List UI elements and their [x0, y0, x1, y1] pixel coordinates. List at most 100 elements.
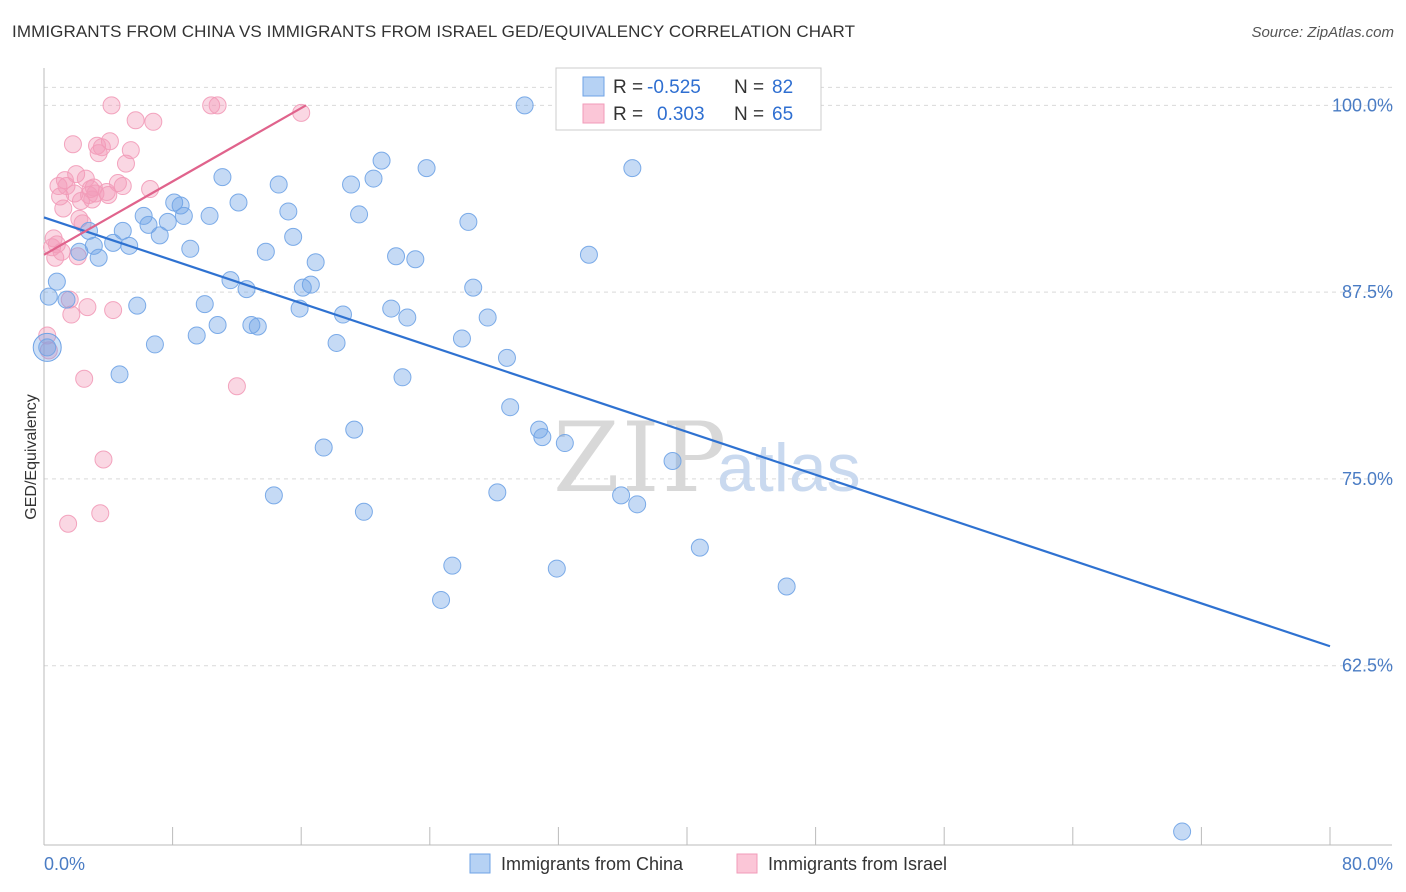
china-point-75 [628, 495, 647, 514]
chart-title: IMMIGRANTS FROM CHINA VS IMMIGRANTS FROM… [12, 22, 856, 41]
china-point-45 [345, 420, 364, 439]
china-point-24 [195, 295, 214, 314]
china-point-61 [478, 308, 497, 327]
israel-point-15 [63, 135, 82, 154]
legend-china-label: Immigrants from China [501, 854, 684, 874]
china-points [32, 96, 1192, 841]
israel-point-48 [202, 96, 221, 115]
china-point-32 [256, 242, 275, 261]
china-point-49 [372, 151, 391, 170]
israel-point-31 [89, 144, 108, 163]
china-n-value: 82 [772, 77, 793, 98]
china-point-74 [623, 159, 642, 178]
china-point-16 [150, 226, 169, 245]
china-point-14 [139, 215, 158, 234]
china-point-25 [208, 316, 227, 335]
china-point-12 [128, 296, 147, 315]
china-point-35 [279, 202, 298, 221]
china-point-69 [555, 434, 574, 453]
china-point-42 [327, 333, 346, 352]
china-point-21 [181, 239, 200, 258]
israel-point-37 [100, 132, 119, 151]
china-point-40 [306, 253, 325, 272]
watermark-zip: ZIP [553, 402, 728, 514]
stats-legend: R = -0.525 N = 82 R = 0.303 N = 65 [555, 67, 822, 131]
china-point-52 [393, 368, 412, 387]
y-tick-label-3: 100.0% [1332, 95, 1393, 115]
china-point-2 [47, 272, 66, 291]
china-trendline [43, 216, 1331, 648]
china-point-63 [497, 348, 516, 367]
china-point-48 [364, 169, 383, 188]
israel-point-47 [227, 377, 246, 396]
israel-n-label: N = [734, 104, 764, 125]
israel-point-43 [121, 141, 140, 160]
china-r-value: -0.525 [647, 77, 701, 98]
stats-legend-china-swatch [582, 76, 605, 97]
israel-points [38, 96, 311, 533]
china-point-23 [200, 206, 219, 225]
china-point-6 [84, 236, 103, 255]
china-point-29 [237, 280, 256, 299]
china-point-56 [432, 590, 451, 609]
israel-trendline [43, 104, 307, 256]
china-point-46 [350, 205, 369, 224]
gridlines [44, 86, 1392, 667]
y-tick-label-2: 87.5% [1342, 282, 1393, 302]
china-point-68 [547, 559, 566, 578]
china-point-0 [38, 338, 57, 357]
israel-point-14 [62, 305, 81, 324]
china-point-72 [579, 245, 598, 264]
china-point-41 [314, 438, 333, 457]
israel-point-1 [39, 341, 58, 360]
china-point-31 [248, 317, 267, 336]
china-point-3 [57, 290, 76, 309]
china-point-51 [387, 247, 406, 266]
x-tick-label-0: 0.0% [44, 854, 85, 874]
israel-point-38 [102, 96, 121, 115]
china-point-50 [382, 299, 401, 318]
x-tick-label-1: 80.0% [1342, 854, 1393, 874]
china-point-79 [1173, 822, 1192, 841]
israel-point-29 [86, 184, 105, 203]
china-point-57 [443, 556, 462, 575]
y-axis-title: GED/Equivalency [23, 394, 40, 519]
china-point-76 [663, 451, 682, 470]
china-point-19 [174, 206, 193, 225]
china-point-54 [406, 250, 425, 269]
legend-israel-swatch [736, 853, 758, 874]
china-point-58 [452, 329, 471, 348]
china-r-label: R = [613, 77, 643, 98]
israel-point-41 [113, 177, 132, 196]
watermark: ZIP atlas [553, 402, 861, 514]
china-point-47 [354, 502, 373, 521]
china-point-78 [777, 577, 796, 596]
israel-r-label: R = [613, 104, 643, 125]
legend-china-swatch [469, 853, 491, 874]
israel-point-17 [67, 165, 86, 184]
israel-point-32 [91, 504, 110, 523]
watermark-atlas: atlas [717, 430, 861, 506]
china-point-20 [171, 196, 190, 215]
china-point-77 [690, 538, 709, 557]
china-point-1 [39, 287, 58, 306]
china-point-39 [301, 275, 320, 294]
trendlines [43, 104, 1331, 648]
china-point-53 [398, 308, 417, 327]
china-point-13 [134, 206, 153, 225]
israel-point-10 [55, 171, 74, 190]
israel-point-36 [99, 186, 118, 205]
china-point-28 [229, 193, 248, 212]
china-point-11 [110, 365, 129, 384]
israel-point-34 [94, 450, 113, 469]
china-point-59 [459, 212, 478, 231]
bottom-legend: Immigrants from China Immigrants from Is… [469, 853, 947, 874]
legend-israel-label: Immigrants from Israel [768, 854, 947, 874]
chart-source: Source: ZipAtlas.com [1251, 24, 1394, 41]
y-tick-labels: 62.5% 75.0% 87.5% 100.0% [1332, 95, 1393, 675]
y-tick-label-1: 75.0% [1342, 469, 1393, 489]
israel-point-44 [126, 111, 145, 130]
israel-r-value: 0.303 [657, 104, 705, 125]
axes [43, 68, 1392, 846]
